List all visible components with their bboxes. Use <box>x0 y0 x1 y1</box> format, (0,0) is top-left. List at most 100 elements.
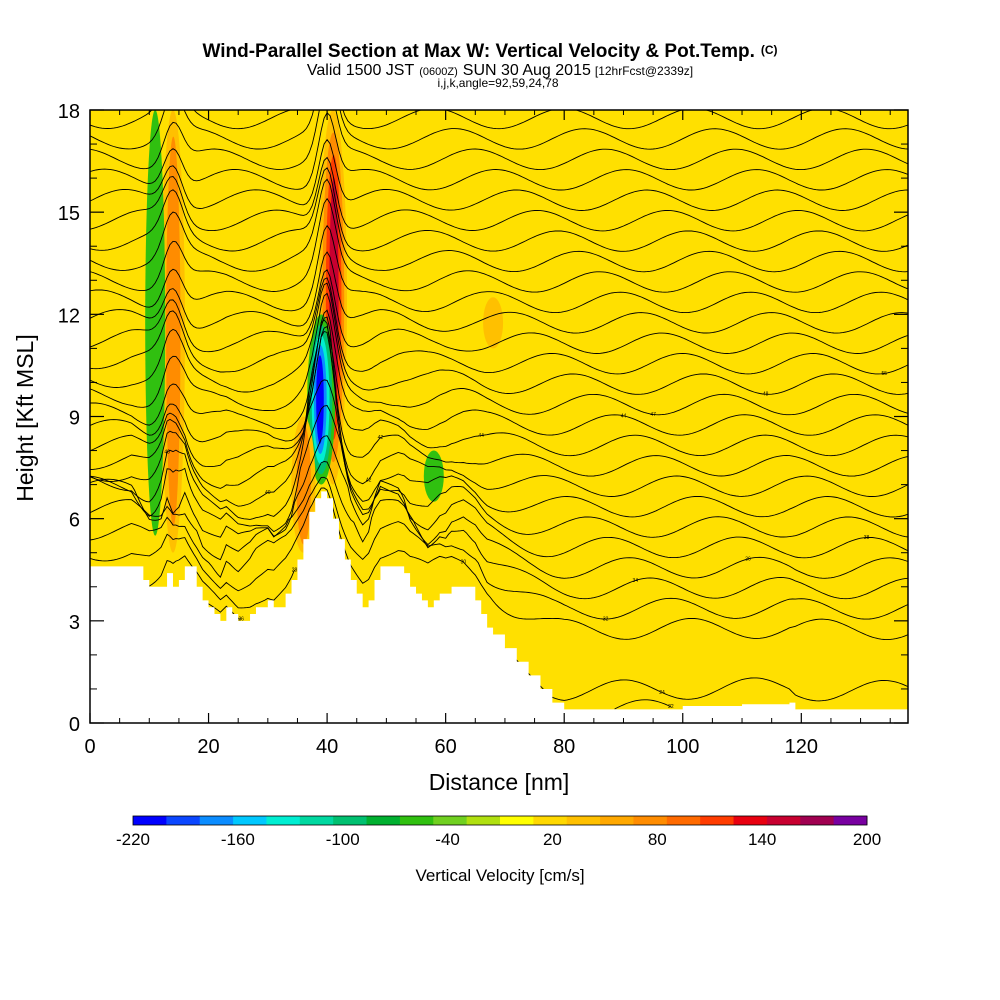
chart-title: Wind-Parallel Section at Max W: Vertical… <box>202 41 777 62</box>
isentrope-line <box>614 699 672 710</box>
y-tick-label: 18 <box>58 101 80 123</box>
isentrope-label: 26 <box>238 617 244 623</box>
isentrope-line <box>90 251 908 334</box>
velocity-feature <box>166 136 181 527</box>
colorbar-tick-label: -160 <box>221 830 255 849</box>
x-tick-label: 60 <box>435 736 457 758</box>
y-tick-label: 6 <box>69 510 80 532</box>
y-tick-label: 15 <box>58 203 80 225</box>
plot-area: 22 24 26 28 30 32 34 36 38 40 40 42 42 44 44 47 48 55 <box>89 109 909 724</box>
colorbar-swatch <box>399 816 434 825</box>
colorbar-swatch <box>266 816 301 825</box>
colorbar-swatch <box>433 816 468 825</box>
isentrope-line <box>90 487 908 641</box>
colorbar-swatch <box>299 816 334 825</box>
chart-subtitle: Valid 1500 JST (0600Z) SUN 30 Aug 2015 [12h… <box>307 62 693 79</box>
x-tick-label: 0 <box>84 736 95 758</box>
isentrope-line <box>90 461 908 600</box>
colorbar-swatch <box>766 816 801 825</box>
velocity-feature <box>423 450 444 502</box>
y-tick-label: 0 <box>69 714 80 736</box>
y-tick-label: 12 <box>58 305 80 327</box>
isentrope-label: 32 <box>603 617 609 623</box>
colorbar-tick-label: 200 <box>853 830 881 849</box>
isentrope-label: 40 <box>265 490 271 496</box>
isentrope-label: 30 <box>461 560 467 566</box>
isentrope-line <box>90 404 908 559</box>
isentrope-label: 38 <box>864 535 870 541</box>
isentrope-line <box>90 138 908 211</box>
y-axis-title: Height [Kft MSL] <box>12 334 38 501</box>
isentrope-label: 22 <box>668 704 674 710</box>
isentrope-line <box>90 277 908 375</box>
isentrope-label: 47 <box>650 412 656 418</box>
colorbar-swatch <box>733 816 768 825</box>
isentrope-line <box>90 112 908 191</box>
isentrope-line <box>90 110 908 171</box>
isentrope-line <box>90 156 908 232</box>
colorbar-tick-label: 140 <box>748 830 776 849</box>
isentrope-label: 36 <box>745 556 751 562</box>
colorbar-tick-label: -40 <box>435 830 460 849</box>
isentrope-label: 42 <box>366 477 372 483</box>
velocity-feature <box>145 110 166 536</box>
isentrope-line <box>90 167 908 252</box>
colorbar-tick-label: 80 <box>648 830 667 849</box>
colorbar-swatch <box>566 816 601 825</box>
colorbar-swatch <box>500 816 534 825</box>
velocity-feature <box>483 297 504 349</box>
isentrope-label: 42 <box>378 435 384 441</box>
colorbar-title: Vertical Velocity [cm/s] <box>415 866 584 885</box>
colorbar-swatch <box>133 816 167 825</box>
isentrope-line <box>90 110 908 150</box>
isentrope-line <box>90 379 908 538</box>
isentrope-line <box>90 110 908 130</box>
velocity-feature <box>316 355 324 444</box>
colorbar-swatch <box>366 816 401 825</box>
isentrope-line <box>90 325 908 457</box>
isentrope-label: 40 <box>164 449 170 455</box>
isentrope-line <box>90 435 908 579</box>
terrain-mask <box>90 491 908 723</box>
isentrope-line <box>90 292 908 416</box>
isentrope-label: 44 <box>621 413 627 419</box>
y-tick-label: 9 <box>69 408 80 430</box>
x-tick-label: 100 <box>666 736 699 758</box>
colorbar-swatch <box>533 816 568 825</box>
isentrope-label: 55 <box>882 371 888 377</box>
x-tick-label: 120 <box>785 736 818 758</box>
isentrope-line <box>90 178 908 273</box>
colorbar-tick-label: -220 <box>116 830 150 849</box>
isentrope-label: 34 <box>633 578 639 584</box>
isentrope-label: 24 <box>659 690 665 696</box>
colorbar-swatch <box>333 816 368 825</box>
colorbar-swatch <box>800 816 835 825</box>
colorbar-swatch <box>199 816 234 825</box>
colorbar-tick-label: 20 <box>543 830 562 849</box>
isentrope-line <box>90 316 908 518</box>
x-tick-label: 40 <box>316 736 338 758</box>
x-tick-label: 80 <box>553 736 575 758</box>
colorbar: -220 -160 -100 -40 20 80 140 200 <box>116 815 881 849</box>
colorbar-frame <box>132 815 868 826</box>
colorbar-tick-label: -100 <box>326 830 360 849</box>
y-tick-label: 3 <box>69 612 80 634</box>
colorbar-swatch <box>466 816 501 825</box>
colorbar-swatch <box>833 816 868 825</box>
isentrope-line <box>90 224 908 314</box>
colorbar-swatch <box>166 816 201 825</box>
x-tick-label: 20 <box>197 736 219 758</box>
isentrope-line <box>90 309 908 436</box>
isentrope-line <box>90 476 908 620</box>
colorbar-swatch <box>700 816 735 825</box>
isentrope-label: 28 <box>292 568 298 574</box>
isentrope-label: 44 <box>478 433 484 439</box>
chart-indices: i,j,k,angle=92,59,24,78 <box>437 76 558 90</box>
isentrope-line <box>501 645 908 702</box>
isentrope-line <box>90 197 908 293</box>
x-axis-title: Distance [nm] <box>429 769 570 795</box>
colorbar-swatch <box>600 816 634 825</box>
isentrope-line <box>90 282 908 395</box>
colorbar-swatch <box>233 816 267 825</box>
